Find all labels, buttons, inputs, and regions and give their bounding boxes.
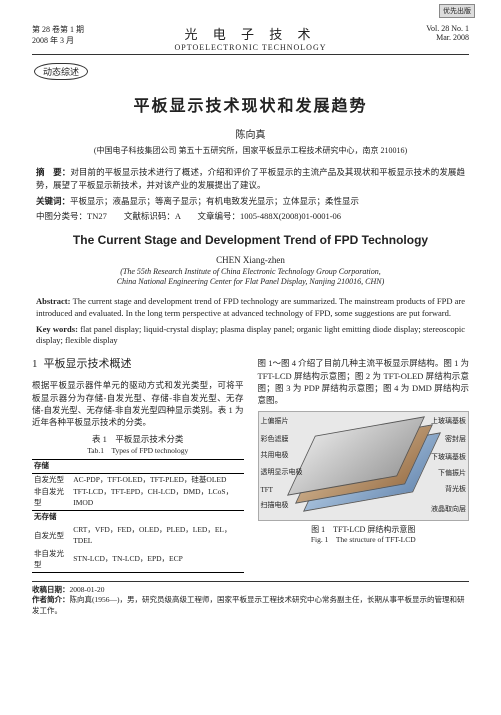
- journal-title-cn: 光 电 子 技 术: [112, 24, 389, 43]
- abstract-en: Abstract: The current stage and developm…: [36, 296, 465, 320]
- left-column: 1 平板显示技术概述 根据平板显示器件单元的驱动方式和发光类型，可将平板显示器分为…: [32, 357, 244, 572]
- keywords-text-cn: 平板显示；液晶显示；等离子显示；有机电致发光显示；立体显示；柔性显示: [70, 196, 359, 206]
- article-type-badge: 动态综述: [34, 63, 88, 80]
- page-header: 第 28 卷第 1 期 2008 年 3 月 光 电 子 技 术 OPTOELE…: [32, 24, 469, 55]
- right-column: 图 1～图 4 介绍了目前几种主流平板显示屏结构。图 1 为 TFT-LCD 屏…: [258, 357, 470, 572]
- fig-label: 下玻璃基板: [431, 452, 466, 462]
- date-en: Mar. 2008: [389, 33, 469, 42]
- fig-label: 共用电极: [261, 450, 289, 460]
- section-1-heading: 1 平板显示技术概述: [32, 357, 244, 373]
- abstract-text-cn: 对目前的平板显示技术进行了概述，介绍和评价了平板显示的主流产品及其现状和平板显示…: [36, 167, 465, 190]
- date-cn: 2008 年 3 月: [32, 35, 112, 46]
- fig-label: TFT: [261, 485, 273, 495]
- table-row: 自发光型: [32, 473, 71, 486]
- right-paragraph: 图 1～图 4 介绍了目前几种主流平板显示屏结构。图 1 为 TFT-LCD 屏…: [258, 357, 470, 406]
- fig-label: 液晶取向层: [431, 504, 466, 514]
- figure-1: 上偏振片 彩色滤膜 共用电极 透明显示电极 TFT 扫描电极 上玻璃基板 密封层…: [258, 411, 470, 521]
- author-cn: 陈向真: [32, 126, 469, 141]
- affiliation-en: (The 55th Research Institute of China El…: [32, 267, 469, 288]
- received-date: 2008-01-20: [70, 585, 105, 594]
- classification-cn: 中图分类号：TN27 文献标识码：A 文章编号：1005-488X(2008)0…: [36, 210, 465, 223]
- fig-label: 彩色滤膜: [261, 434, 289, 444]
- fig-label: 扫描电极: [261, 500, 289, 510]
- table-cell: CRT，VFD，FED，OLED，PLED，LED，EL，TDEL: [71, 524, 243, 548]
- table-row: 自发光型: [32, 524, 71, 548]
- fig-label: 上偏振片: [261, 416, 289, 426]
- figure-caption-cn: 图 1 TFT-LCD 屏结构示意图: [258, 524, 470, 536]
- article-title-en: The Current Stage and Development Trend …: [32, 233, 469, 247]
- author-en: CHEN Xiang-zhen: [32, 255, 469, 265]
- body-columns: 1 平板显示技术概述 根据平板显示器件单元的驱动方式和发光类型，可将平板显示器分为…: [32, 357, 469, 572]
- table-h1: 存储: [32, 459, 71, 473]
- fig-label: 下偏振片: [438, 468, 466, 478]
- author-bio-label: 作者简介：: [32, 595, 70, 604]
- keywords-cn: 关键词：平板显示；液晶显示；等离子显示；有机电致发光显示；立体显示；柔性显示: [36, 195, 465, 208]
- table-cell: TFT-LCD，TFT-EPD，CH-LCD，DMD，LCoS，IMOD: [71, 486, 243, 510]
- table-1: 存储 自发光型AC-PDP，TFT-OLED，TFT-PLED，硅基OLED 非…: [32, 459, 244, 573]
- article-title-cn: 平板显示技术现状和发展趋势: [32, 92, 469, 116]
- fig-label: 透明显示电极: [261, 467, 303, 477]
- journal-title-en: OPTOELECTRONIC TECHNOLOGY: [112, 43, 389, 52]
- keywords-en: Key words: flat panel display; liquid-cr…: [36, 324, 465, 348]
- figure-caption-en: Fig. 1 The structure of TFT-LCD: [258, 535, 470, 546]
- received-label: 收稿日期：: [32, 585, 70, 594]
- abstract-text-en: The current stage and development trend …: [36, 296, 465, 318]
- keywords-text-en: flat panel display; liquid-crystal displ…: [36, 324, 465, 346]
- fig-label: 背光板: [445, 484, 466, 494]
- affiliation-cn: (中国电子科技集团公司 第五十五研究所，国家平板显示工程技术研究中心，南京 21…: [32, 145, 469, 156]
- table-cell: STN-LCD，TN-LCD，EPD，ECP: [71, 548, 243, 572]
- table-caption-en: Tab.1 Types of FPD technology: [32, 446, 244, 457]
- affil-en-line1: (The 55th Research Institute of China El…: [32, 267, 469, 277]
- volume-en: Vol. 28 No. 1: [389, 24, 469, 33]
- section-number: 1: [32, 358, 38, 370]
- table-row: 非自发光型: [32, 486, 71, 510]
- footer: 收稿日期：2008-01-20 作者简介：陈向真(1956—)，男，研究员级高级…: [32, 581, 469, 617]
- abstract-label-cn: 摘 要：: [36, 167, 70, 177]
- fig-label: 密封层: [445, 434, 466, 444]
- section-title: 平板显示技术概述: [44, 358, 132, 370]
- table-cell: AC-PDP，TFT-OLED，TFT-PLED，硅基OLED: [71, 473, 243, 486]
- volume-cn: 第 28 卷第 1 期: [32, 24, 112, 35]
- left-paragraph: 根据平板显示器件单元的驱动方式和发光类型，可将平板显示器分为存储-自发光型、存储…: [32, 379, 244, 428]
- keywords-label-cn: 关键词：: [36, 196, 70, 206]
- author-bio: 陈向真(1956—)，男，研究员级高级工程师，国家平板显示工程技术研究中心常务副…: [32, 595, 465, 615]
- abstract-label-en: Abstract:: [36, 296, 73, 306]
- source-tag: 优先出版: [439, 4, 475, 18]
- fig-label: 上玻璃基板: [431, 416, 466, 426]
- table-row: 非自发光型: [32, 548, 71, 572]
- table-h2: 无存储: [32, 511, 71, 524]
- abstract-cn: 摘 要：对目前的平板显示技术进行了概述，介绍和评价了平板显示的主流产品及其现状和…: [36, 166, 465, 192]
- keywords-label-en: Key words:: [36, 324, 80, 334]
- table-caption-cn: 表 1 平板显示技术分类: [32, 433, 244, 445]
- affil-en-line2: China National Engineering Center for Fl…: [32, 277, 469, 287]
